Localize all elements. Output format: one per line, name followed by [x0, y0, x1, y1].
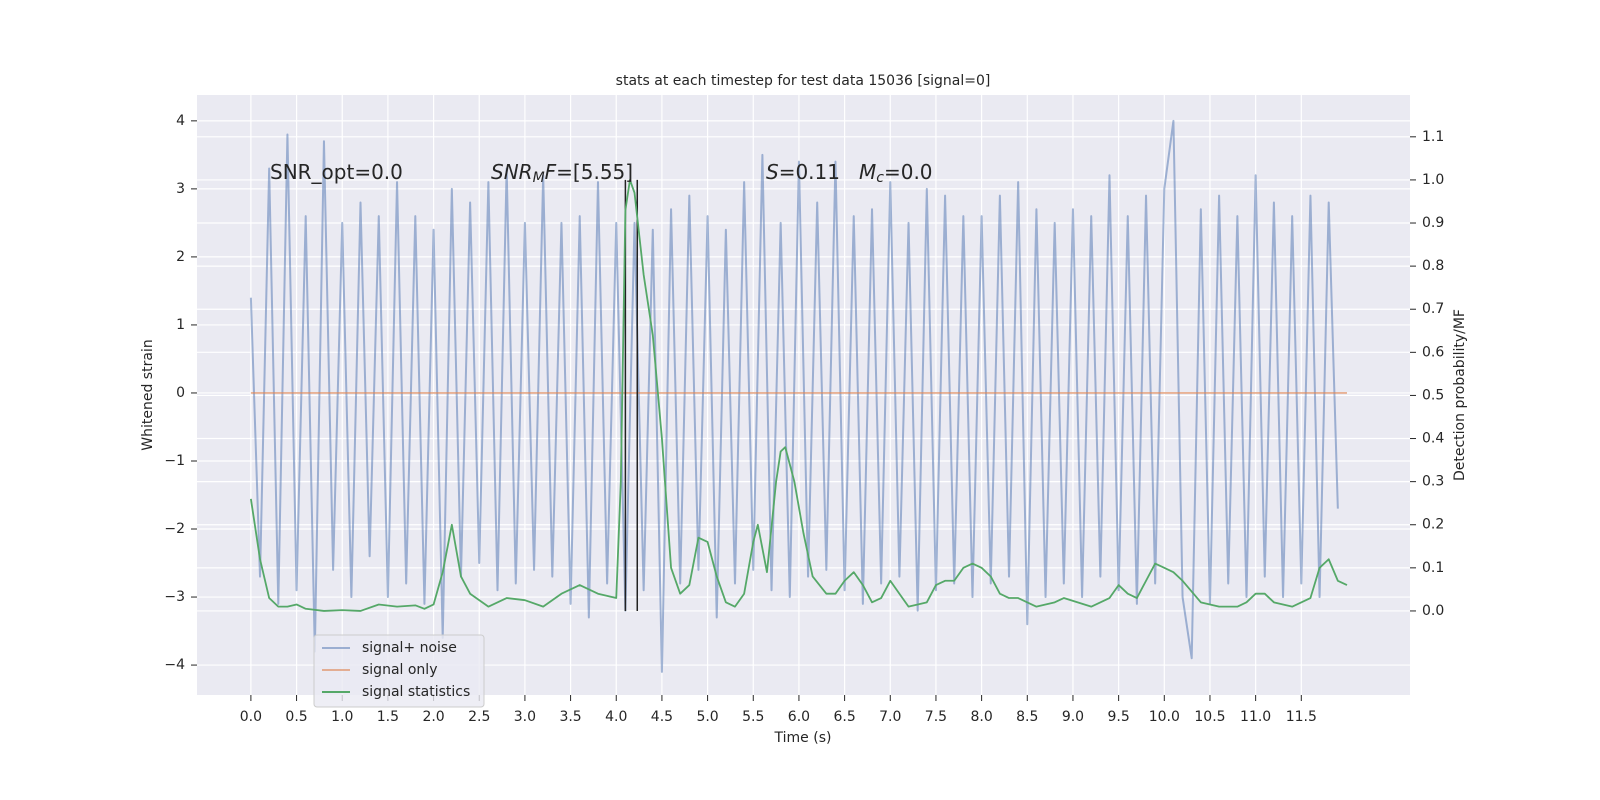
y2-tick-label: 0.4 — [1422, 431, 1444, 447]
x-tick-label: 11.5 — [1286, 709, 1317, 725]
chart-title: stats at each timestep for test data 150… — [616, 73, 991, 89]
x-tick-label: 1.0 — [331, 709, 353, 725]
x-tick-label: 1.5 — [377, 709, 399, 725]
x-tick-label: 8.5 — [1016, 709, 1038, 725]
annotation-part: M — [859, 160, 876, 184]
y2-tick-label: 0.1 — [1422, 560, 1444, 576]
annotation-part: =0.11 — [779, 160, 840, 184]
legend-label: signal statistics — [362, 684, 470, 700]
x-tick-label: 0.5 — [285, 709, 307, 725]
legend-box — [313, 634, 485, 708]
x-tick-label: 2.0 — [422, 709, 444, 725]
x-tick-label: 7.0 — [879, 709, 901, 725]
y-axis-label: Whitened strain — [140, 339, 156, 450]
y-tick-label: 2 — [176, 249, 185, 265]
annotation-part: M — [533, 170, 545, 186]
annotation: S=0.11 — [766, 160, 840, 184]
x-tick-label: 9.5 — [1107, 709, 1129, 725]
y-tick-label: −3 — [164, 589, 185, 605]
x-tick-label: 3.0 — [514, 709, 536, 725]
y2-axis-label: Detection probability/MF — [1452, 309, 1468, 481]
y-tick-label: 3 — [176, 181, 185, 197]
x-tick-label: 6.5 — [833, 709, 855, 725]
x-tick-label: 5.0 — [696, 709, 718, 725]
y2-tick-label: 0.9 — [1422, 215, 1444, 231]
y2-tick-label: 1.0 — [1422, 172, 1444, 188]
x-tick-label: 10.0 — [1149, 709, 1180, 725]
y2-tick-label: 0.2 — [1422, 517, 1444, 533]
x-tick-label: 5.5 — [742, 709, 764, 725]
x-tick-label: 2.5 — [468, 709, 490, 725]
series-line — [250, 179, 1348, 612]
x-tick-label: 11.0 — [1240, 709, 1271, 725]
annotation: SNR_opt=0.0 — [270, 160, 403, 184]
y-tick-label: −1 — [164, 453, 185, 469]
y-tick-label: 4 — [176, 113, 185, 129]
x-tick-label: 8.0 — [970, 709, 992, 725]
y2-tick-label: 0.8 — [1422, 258, 1444, 274]
y-tick-label: −2 — [164, 521, 185, 537]
x-tick-label: 10.5 — [1194, 709, 1225, 725]
annotation: Mc=0.0 — [859, 160, 933, 187]
x-tick-label: 4.5 — [651, 709, 673, 725]
legend: signal+ noise signal only signal statistic… — [313, 634, 485, 708]
y2-tick-label: 0.3 — [1422, 474, 1444, 490]
x-tick-label: 4.0 — [605, 709, 627, 725]
annotation-part: SNR — [491, 160, 533, 184]
y2-tick-label: 0.5 — [1422, 387, 1444, 403]
y2-tick-label: 1.1 — [1422, 129, 1444, 145]
x-tick-label: 3.5 — [559, 709, 581, 725]
y-tick-label: −4 — [164, 657, 185, 673]
series-line — [249, 119, 1339, 673]
legend-label: signal only — [362, 662, 437, 678]
y2-tick-label: 0.6 — [1422, 344, 1444, 360]
x-tick-label: 6.0 — [788, 709, 810, 725]
annotation-part: c — [876, 170, 884, 186]
x-tick-label: 9.0 — [1062, 709, 1084, 725]
annotation-part: S — [766, 160, 779, 184]
x-tick-label: 0.0 — [240, 709, 262, 725]
y-tick-label: 1 — [176, 317, 185, 333]
annotation-part: =[5.55] — [556, 160, 633, 184]
y2-tick-label: 0.7 — [1422, 301, 1444, 317]
annotation: SNRMF=[5.55] — [491, 160, 633, 187]
annotation-part: =0.0 — [884, 160, 933, 184]
y2-tick-label: 0.0 — [1422, 603, 1444, 619]
y-tick-label: 0 — [176, 385, 185, 401]
legend-label: signal+ noise — [362, 640, 457, 656]
x-tick-label: 7.5 — [925, 709, 947, 725]
x-axis-label: Time (s) — [774, 730, 832, 746]
annotation-part: F — [545, 160, 557, 184]
annotation-part: SNR_opt=0.0 — [270, 160, 403, 184]
